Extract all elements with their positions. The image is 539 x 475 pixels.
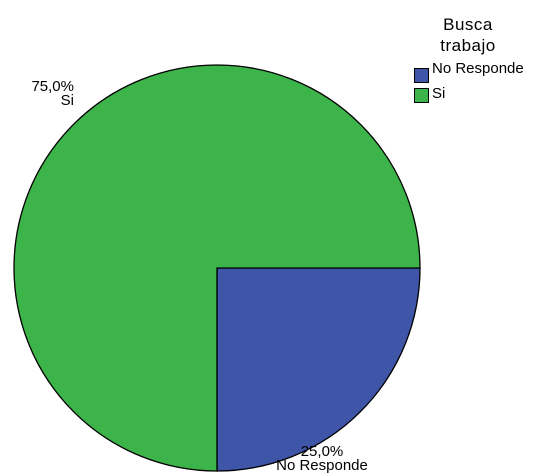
legend-label-si: Si bbox=[432, 85, 446, 102]
legend-label-no-responde: No Responde bbox=[432, 60, 524, 77]
data-label-si-category: Si bbox=[61, 92, 74, 109]
pie-labels: 25,0%No Responde 75,0%Si bbox=[31, 78, 367, 474]
data-label-si-percent: 75,0% bbox=[31, 78, 74, 95]
pie-slice-si bbox=[13, 64, 421, 472]
legend-title-line2: trabajo bbox=[440, 36, 496, 55]
pie-slices bbox=[13, 64, 421, 472]
legend-title-line1: Busca bbox=[443, 15, 493, 34]
legend-item-si: Si bbox=[414, 85, 534, 103]
legend-swatch-no-responde bbox=[414, 68, 429, 83]
legend-item-no-responde: No Responde bbox=[414, 60, 534, 83]
legend-swatch-si bbox=[414, 88, 429, 103]
data-label-no-responde-category: No Responde bbox=[276, 457, 368, 474]
legend: Busca trabajo No Responde Si bbox=[414, 14, 534, 103]
pie-slice-no-responde bbox=[216, 267, 421, 472]
legend-title: Busca trabajo bbox=[402, 14, 534, 56]
data-label-no-responde-percent: 25,0% bbox=[301, 443, 344, 460]
